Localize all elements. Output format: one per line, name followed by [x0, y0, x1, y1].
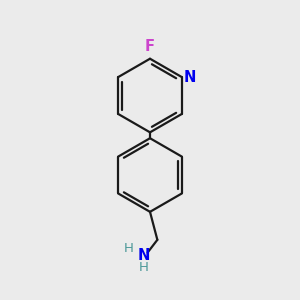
Text: N: N: [138, 248, 150, 263]
Text: H: H: [124, 242, 134, 255]
Text: N: N: [184, 70, 196, 85]
Text: F: F: [144, 39, 154, 54]
Text: H: H: [139, 261, 149, 274]
